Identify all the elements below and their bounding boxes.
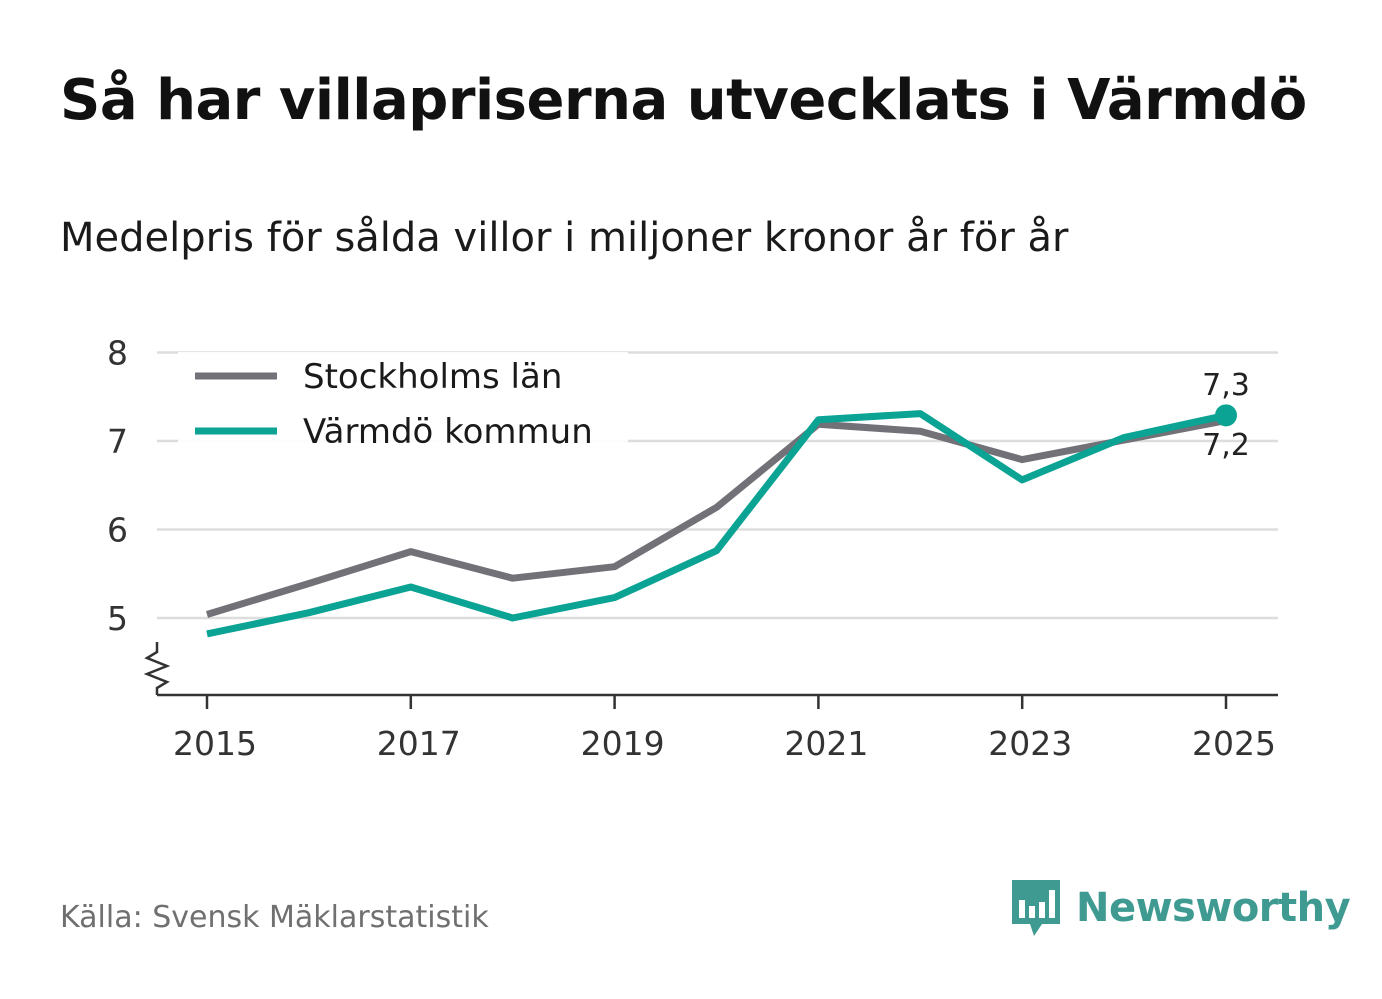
x-tick-label: 2021	[784, 724, 868, 763]
x-tick-label: 2017	[377, 724, 461, 763]
chart-subtitle: Medelpris för sålda villor i miljoner kr…	[60, 215, 1069, 261]
newsworthy-logo-icon	[1012, 880, 1060, 936]
brand-name: Newsworthy	[1076, 885, 1351, 931]
series-line-0	[205, 417, 1227, 618]
source-note: Källa: Svensk Mäklarstatistik	[60, 900, 489, 935]
y-tick-label: 7	[107, 422, 128, 461]
y-tick-label: 6	[107, 511, 128, 550]
legend-background	[178, 352, 628, 462]
x-tick-label: 2025	[1192, 724, 1276, 763]
series-endpoint	[1215, 404, 1237, 427]
legend-label-0: Stockholms län	[303, 357, 562, 397]
chart-title: Så har villapriserna utvecklats i Värmdö	[60, 68, 1307, 133]
end-label-varmdo: 7,3	[1202, 368, 1250, 403]
end-label-stockholm: 7,2	[1202, 428, 1250, 463]
y-tick-label: 5	[107, 599, 128, 638]
y-axis-break	[143, 642, 171, 695]
newsworthy-brand: Newsworthy	[1010, 878, 1351, 938]
y-tick-label: 8	[107, 334, 128, 373]
series-line-1	[206, 410, 1227, 638]
x-tick-label: 2015	[173, 724, 257, 763]
legend-label-1: Värmdö kommun	[303, 412, 593, 452]
x-tick-label: 2023	[988, 724, 1072, 763]
x-tick-label: 2019	[581, 724, 665, 763]
